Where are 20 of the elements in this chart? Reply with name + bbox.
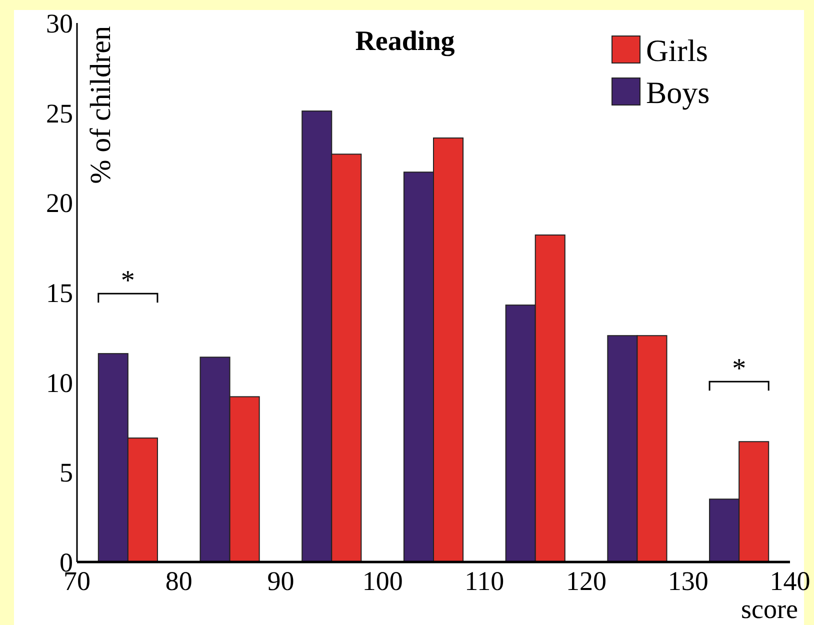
chart-title: Reading [355, 26, 455, 57]
y-tick-label: 25 [46, 98, 73, 128]
y-tick-label: 10 [46, 368, 73, 398]
x-tick-label: 90 [267, 566, 294, 596]
x-tick-label: 100 [362, 566, 403, 596]
x-tick-label: 130 [668, 566, 708, 596]
y-tick-label: 20 [46, 188, 73, 218]
y-tick-label: 30 [46, 8, 73, 38]
legend-label: Boys [646, 74, 710, 110]
annotation: * [732, 354, 746, 385]
x-tick-label: 80 [165, 566, 192, 596]
legend-label: Girls [646, 32, 708, 68]
x-tick-label: 140 [770, 566, 810, 596]
y-axis-title: % of children [85, 26, 117, 184]
x-tick-label: 120 [566, 566, 607, 596]
y-tick-label: 5 [60, 458, 73, 488]
x-axis-title: score [741, 594, 798, 624]
y-tick-label: 15 [46, 278, 73, 308]
x-tick-label: 110 [464, 566, 504, 596]
annotation: * [120, 266, 135, 297]
